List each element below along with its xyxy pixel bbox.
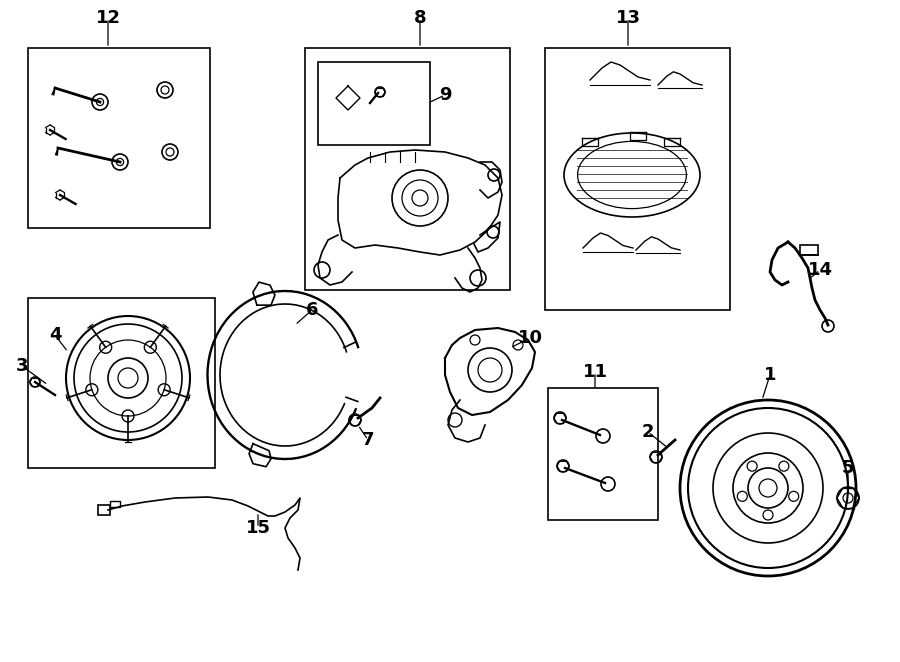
Text: 8: 8 bbox=[414, 9, 427, 27]
Text: 4: 4 bbox=[49, 326, 61, 344]
Bar bbox=[548, 388, 658, 520]
Text: 12: 12 bbox=[95, 9, 121, 27]
Text: 9: 9 bbox=[439, 86, 451, 104]
Bar bbox=[318, 62, 430, 145]
Bar bbox=[28, 298, 215, 468]
Text: 7: 7 bbox=[362, 431, 374, 449]
Text: 2: 2 bbox=[642, 423, 654, 441]
Bar bbox=[28, 48, 210, 228]
Bar bbox=[98, 505, 110, 515]
Text: 15: 15 bbox=[246, 519, 271, 537]
Text: 10: 10 bbox=[518, 329, 543, 347]
Text: 14: 14 bbox=[807, 261, 833, 279]
Text: 11: 11 bbox=[582, 363, 608, 381]
Bar bbox=[110, 501, 120, 507]
Bar bbox=[800, 245, 818, 255]
Bar bbox=[545, 48, 730, 310]
Text: 13: 13 bbox=[616, 9, 641, 27]
Text: 1: 1 bbox=[764, 366, 776, 384]
Bar bbox=[305, 48, 510, 290]
Text: 6: 6 bbox=[306, 301, 319, 319]
Text: 3: 3 bbox=[16, 357, 28, 375]
Text: 5: 5 bbox=[842, 459, 854, 477]
